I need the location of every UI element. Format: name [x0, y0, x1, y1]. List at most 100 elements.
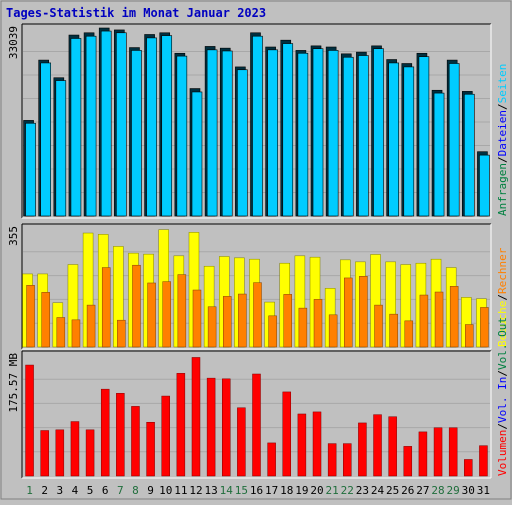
- bar-rechner: [480, 307, 489, 348]
- y-axis-max-label: 175.57 MB: [7, 353, 20, 413]
- x-tick-label: 8: [132, 484, 139, 497]
- bar-volumen: [40, 430, 49, 477]
- x-axis-labels: 1 2 3 4 5 6 7 8 9 10 11 12 13 14 15 16 17 18 19 20 21 22 23 24 2…: [26, 484, 490, 497]
- bar-seiten: [146, 37, 157, 217]
- bar-rechner: [344, 277, 353, 348]
- bar-rechner: [86, 304, 96, 348]
- bar-seiten: [479, 154, 490, 217]
- x-tick-label: 30: [462, 484, 475, 497]
- legend-entry: Vol. Out: [496, 317, 509, 370]
- x-tick-label: 2: [41, 484, 48, 497]
- bar-volumen: [100, 388, 110, 477]
- x-tick-label: 5: [87, 484, 94, 497]
- bar-seiten: [388, 62, 399, 217]
- bar-rechner: [147, 282, 156, 348]
- bar-volumen: [388, 416, 397, 477]
- legend-entry: Vol. In: [496, 377, 509, 423]
- bar-rechner: [465, 324, 474, 348]
- legend-entry: Besuche: [496, 301, 509, 347]
- bar-seiten: [206, 49, 218, 217]
- bar-seiten: [358, 55, 369, 217]
- bar-seiten: [131, 50, 142, 217]
- bar-volumen: [479, 445, 488, 477]
- bar-rechner: [177, 274, 187, 348]
- bar-rechner: [192, 289, 202, 348]
- bar-volumen: [343, 443, 352, 477]
- bar-volumen: [25, 364, 34, 477]
- x-tick-label: 17: [265, 484, 278, 497]
- bar-rechner: [374, 304, 383, 348]
- legend-entry: Dateien: [496, 110, 509, 156]
- x-tick-label: 9: [147, 484, 154, 497]
- bar-volumen: [358, 422, 367, 477]
- x-tick-label: 16: [250, 484, 263, 497]
- bar-rechner: [41, 292, 50, 348]
- bar-volumen: [403, 446, 413, 477]
- bar-rechner: [26, 285, 35, 348]
- bar-volumen: [161, 395, 170, 477]
- bar-volumen: [70, 421, 80, 477]
- bar-rechner: [132, 264, 141, 348]
- panel-visits: 355 Besuche/Rechner: [7, 223, 509, 350]
- bar-rechner: [222, 296, 232, 348]
- bar-volumen: [267, 442, 276, 477]
- bar-seiten: [252, 35, 263, 217]
- bar-volumen: [191, 357, 201, 477]
- legend-separator: /: [496, 370, 509, 377]
- bar-rechner: [389, 313, 398, 348]
- bar-volumen: [131, 406, 140, 477]
- x-tick-label: 27: [416, 484, 429, 497]
- bar-rechner: [434, 291, 444, 348]
- x-tick-label: 24: [371, 484, 385, 497]
- bar-rechner: [268, 315, 277, 348]
- bar-seiten: [267, 49, 278, 217]
- x-tick-label: 21: [326, 484, 339, 497]
- bar-volumen: [85, 429, 95, 477]
- x-tick-label: 12: [189, 484, 202, 497]
- bar-rechner: [283, 294, 293, 348]
- x-tick-label: 25: [386, 484, 399, 497]
- bar-rechner: [56, 317, 66, 348]
- bar-seiten: [221, 50, 233, 217]
- bar-seiten: [282, 43, 294, 217]
- x-tick-label: 19: [295, 484, 308, 497]
- bar-seiten: [40, 62, 51, 217]
- bar-seiten: [373, 48, 384, 217]
- x-tick-label: 13: [204, 484, 217, 497]
- bar-seiten: [448, 63, 460, 217]
- x-tick-label: 31: [477, 484, 490, 497]
- bar-seiten: [176, 55, 188, 217]
- bar-rechner: [101, 267, 111, 348]
- x-tick-label: 26: [401, 484, 414, 497]
- x-tick-label: 11: [174, 484, 187, 497]
- bar-volumen: [237, 407, 246, 477]
- x-tick-label: 29: [447, 484, 460, 497]
- x-tick-label: 1: [26, 484, 33, 497]
- x-tick-label: 22: [341, 484, 354, 497]
- bar-seiten: [312, 48, 324, 217]
- bar-seiten: [464, 93, 475, 217]
- legend-separator: /: [496, 294, 509, 301]
- x-tick-label: 15: [235, 484, 248, 497]
- bar-rechner: [313, 299, 323, 348]
- x-tick-label: 14: [220, 484, 234, 497]
- bar-volumen: [282, 391, 292, 477]
- bar-seiten: [55, 80, 67, 217]
- bar-rechner: [238, 293, 247, 348]
- x-tick-label: 18: [280, 484, 293, 497]
- bar-volumen: [176, 373, 186, 477]
- bar-seiten: [237, 69, 248, 217]
- y-axis-max-label: 33039: [7, 26, 20, 59]
- bar-seiten: [70, 38, 82, 217]
- x-tick-label: 6: [102, 484, 109, 497]
- bar-rechner: [207, 306, 217, 348]
- bar-seiten: [342, 56, 354, 217]
- y-axis-max-label: 355: [7, 226, 20, 246]
- right-legend-volume: Volumen/Vol. In/Vol. Out: [496, 317, 509, 476]
- bar-rechner: [328, 314, 338, 348]
- bar-rechner: [117, 319, 126, 348]
